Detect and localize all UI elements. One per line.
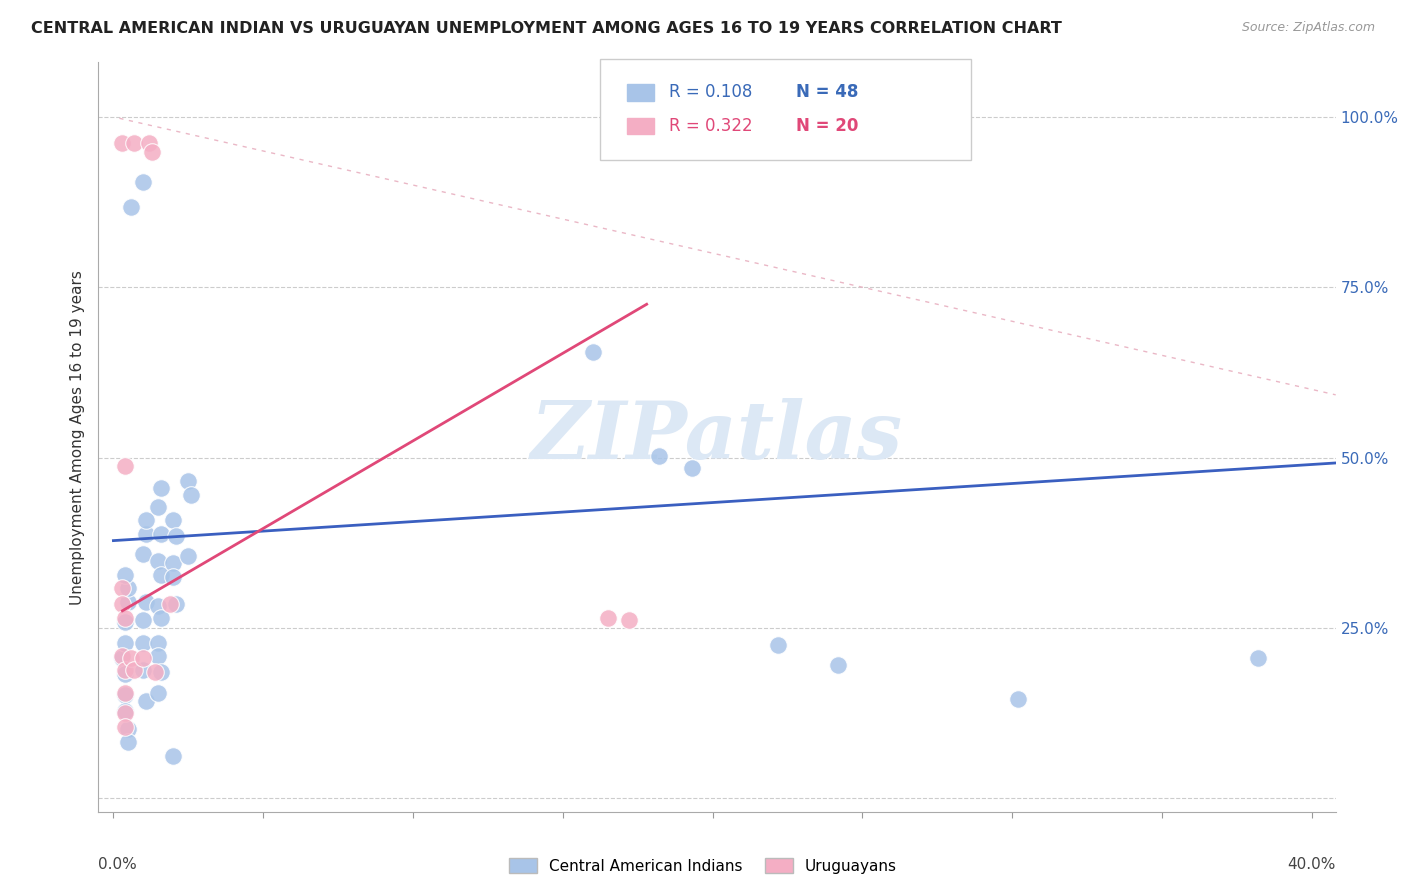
Text: Source: ZipAtlas.com: Source: ZipAtlas.com bbox=[1241, 21, 1375, 34]
Text: R = 0.322: R = 0.322 bbox=[669, 117, 752, 135]
Point bbox=[135, 513, 157, 527]
Text: N = 20: N = 20 bbox=[796, 117, 859, 135]
Text: R = 0.108: R = 0.108 bbox=[669, 84, 752, 102]
Point bbox=[177, 475, 200, 489]
Point bbox=[124, 663, 146, 677]
Point bbox=[114, 685, 136, 699]
Point bbox=[148, 685, 170, 699]
Point bbox=[111, 582, 134, 596]
Point bbox=[150, 481, 173, 495]
Point bbox=[141, 145, 163, 160]
Point bbox=[111, 597, 134, 611]
Point bbox=[162, 570, 184, 584]
Point bbox=[117, 722, 139, 736]
Point bbox=[114, 615, 136, 630]
Point bbox=[596, 610, 619, 624]
Text: 0.0%: 0.0% bbox=[98, 856, 138, 871]
Point bbox=[117, 735, 139, 749]
Point bbox=[114, 704, 136, 718]
Point bbox=[120, 200, 142, 214]
Point bbox=[132, 636, 155, 650]
Point bbox=[114, 706, 136, 720]
Point bbox=[148, 500, 170, 514]
Y-axis label: Unemployment Among Ages 16 to 19 years: Unemployment Among Ages 16 to 19 years bbox=[69, 269, 84, 605]
Point bbox=[148, 554, 170, 568]
Point bbox=[681, 460, 703, 475]
Point bbox=[114, 667, 136, 681]
Point bbox=[180, 488, 202, 502]
Point bbox=[165, 529, 187, 543]
FancyBboxPatch shape bbox=[627, 118, 654, 135]
Point bbox=[768, 638, 790, 652]
FancyBboxPatch shape bbox=[599, 59, 970, 160]
Point bbox=[148, 599, 170, 613]
Text: N = 48: N = 48 bbox=[796, 84, 859, 102]
Point bbox=[132, 663, 155, 677]
Point bbox=[132, 651, 155, 665]
Text: 40.0%: 40.0% bbox=[1288, 856, 1336, 871]
Point bbox=[138, 136, 160, 150]
Point bbox=[114, 636, 136, 650]
Legend: Central American Indians, Uruguayans: Central American Indians, Uruguayans bbox=[503, 852, 903, 880]
Point bbox=[150, 610, 173, 624]
Point bbox=[114, 458, 136, 473]
Point bbox=[162, 556, 184, 570]
Point bbox=[148, 649, 170, 664]
Point bbox=[148, 636, 170, 650]
Point bbox=[114, 720, 136, 734]
Point bbox=[827, 658, 849, 673]
Point bbox=[111, 649, 134, 664]
Point bbox=[582, 345, 605, 359]
Point bbox=[617, 613, 640, 627]
Point bbox=[1007, 692, 1029, 706]
Point bbox=[135, 694, 157, 708]
Point bbox=[150, 665, 173, 679]
Point bbox=[165, 597, 187, 611]
Point bbox=[1247, 651, 1270, 665]
Point bbox=[117, 582, 139, 596]
Text: CENTRAL AMERICAN INDIAN VS URUGUAYAN UNEMPLOYMENT AMONG AGES 16 TO 19 YEARS CORR: CENTRAL AMERICAN INDIAN VS URUGUAYAN UNE… bbox=[31, 21, 1062, 36]
Point bbox=[124, 136, 146, 150]
Point bbox=[135, 526, 157, 541]
Point bbox=[150, 526, 173, 541]
Point bbox=[114, 688, 136, 702]
Point bbox=[132, 613, 155, 627]
Text: ZIPatlas: ZIPatlas bbox=[531, 399, 903, 475]
Point bbox=[132, 175, 155, 189]
Point bbox=[150, 567, 173, 582]
Point bbox=[114, 663, 136, 677]
Point bbox=[111, 136, 134, 150]
Point bbox=[135, 595, 157, 609]
Point bbox=[117, 595, 139, 609]
Point bbox=[114, 567, 136, 582]
Point bbox=[159, 597, 181, 611]
Point bbox=[111, 651, 134, 665]
Point bbox=[162, 513, 184, 527]
Point bbox=[120, 651, 142, 665]
Point bbox=[143, 665, 166, 679]
Point bbox=[647, 449, 669, 463]
FancyBboxPatch shape bbox=[627, 84, 654, 101]
Point bbox=[132, 547, 155, 561]
Point bbox=[177, 549, 200, 564]
Point bbox=[114, 610, 136, 624]
Point bbox=[162, 748, 184, 763]
